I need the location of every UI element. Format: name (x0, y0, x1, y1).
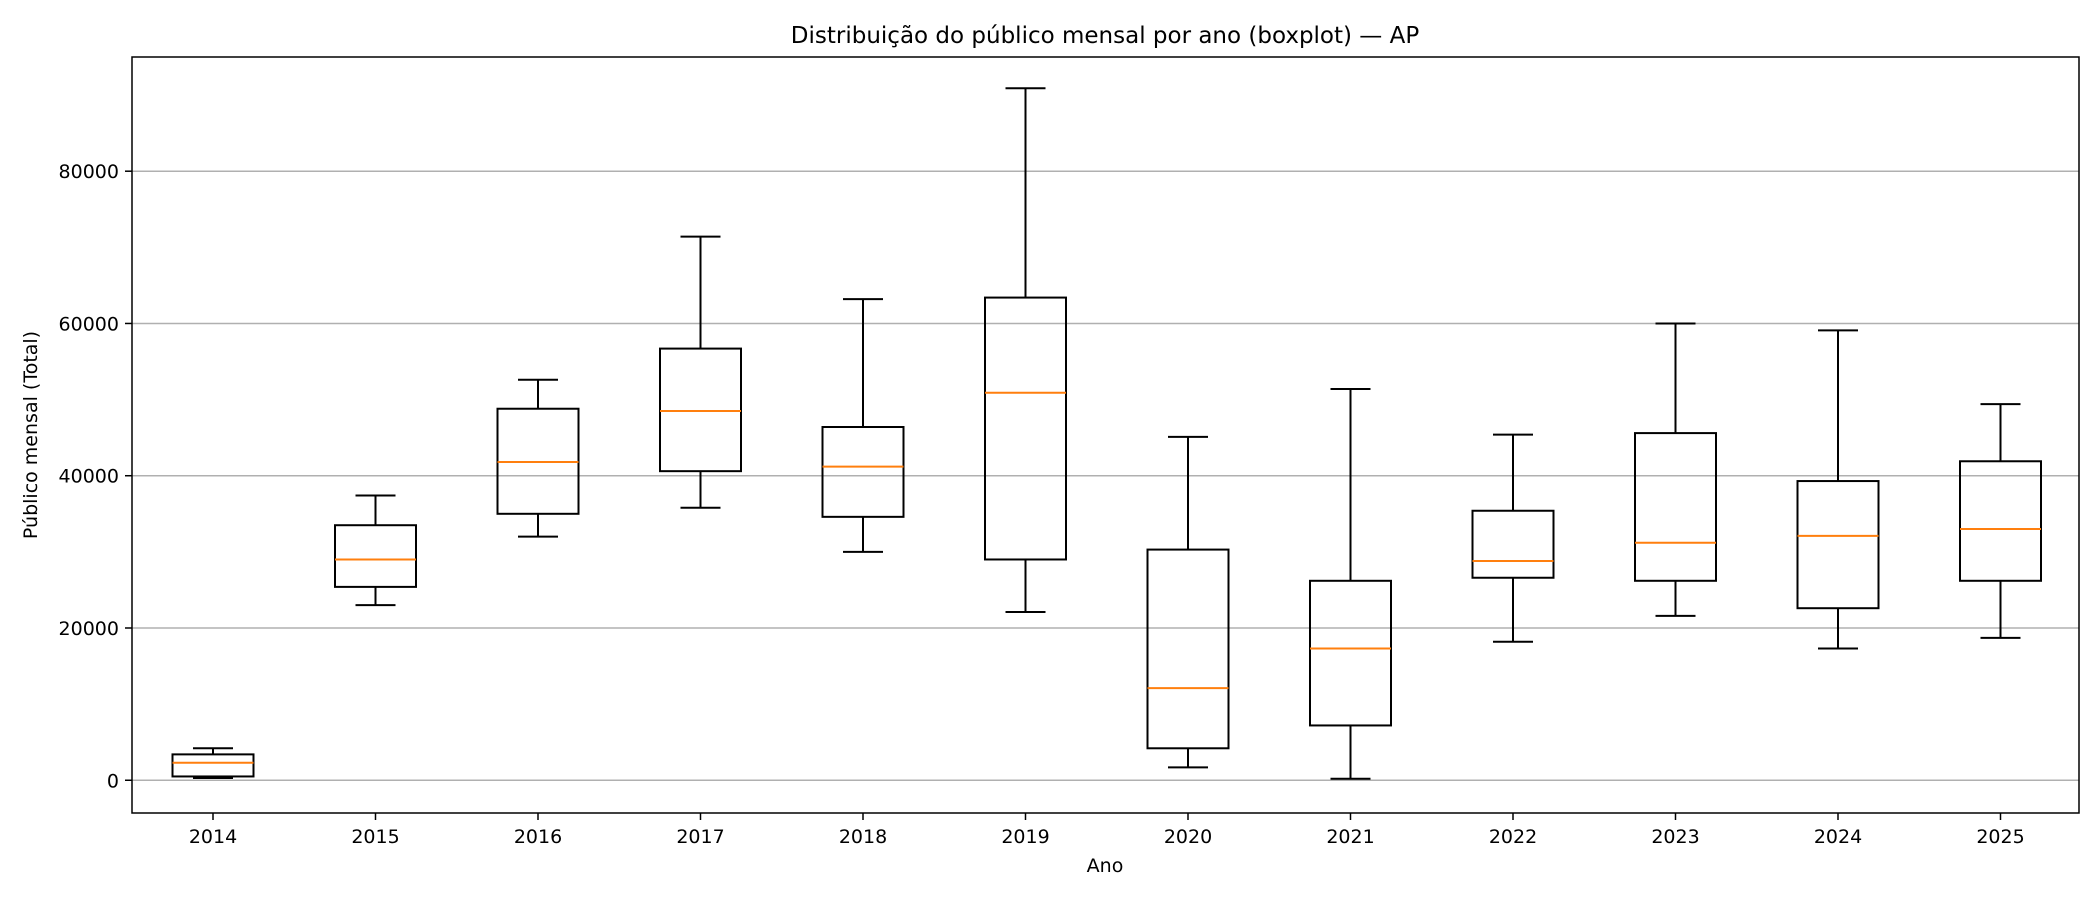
y-axis-label: Público mensal (Total) (20, 331, 42, 539)
x-tick-label: 2021 (1326, 826, 1374, 848)
iqr-box (984, 296, 1067, 561)
box-2025 (1959, 403, 2042, 639)
x-tick-label: 2014 (189, 826, 237, 848)
box-2015 (334, 494, 417, 607)
y-tick-label: 80000 (59, 161, 119, 183)
iqr-box (1796, 480, 1880, 610)
box-2016 (496, 378, 580, 538)
box-2017 (659, 235, 742, 509)
iqr-box (171, 753, 255, 778)
x-tick-label: 2018 (839, 826, 887, 848)
x-tick-label: 2017 (676, 826, 724, 848)
iqr-box (821, 426, 905, 518)
x-tick-label: 2016 (514, 826, 562, 848)
iqr-box (1146, 548, 1230, 750)
x-tick-label: 2024 (1814, 826, 1862, 848)
plot-frame (131, 56, 2080, 814)
iqr-box (1634, 432, 1717, 582)
x-tick-label: 2019 (1001, 826, 1049, 848)
y-axis-ticks: 0 20000 40000 60000 80000 (59, 161, 132, 792)
box-2020 (1146, 435, 1230, 769)
box-2019 (984, 87, 1067, 614)
box-2024 (1796, 329, 1880, 650)
gridlines (132, 170, 2079, 782)
iqr-box (1471, 509, 1555, 579)
iqr-box (1309, 579, 1392, 727)
iqr-box (1959, 460, 2042, 582)
x-tick-label: 2022 (1489, 826, 1537, 848)
iqr-box (334, 524, 417, 588)
iqr-box (659, 347, 742, 473)
x-tick-label: 2020 (1164, 826, 1212, 848)
x-tick-label: 2015 (351, 826, 399, 848)
box-2014 (171, 747, 255, 779)
y-tick-label: 0 (107, 770, 119, 792)
x-axis-label: Ano (1087, 855, 1124, 877)
y-tick-label: 60000 (59, 313, 119, 335)
x-tick-label: 2025 (1976, 826, 2024, 848)
x-axis-ticks: 2014 2015 2016 2017 2018 2019 2020 2021 2022 2023… (189, 813, 2025, 848)
box-2023 (1634, 322, 1717, 617)
box-2018 (821, 298, 905, 553)
y-tick-label: 40000 (59, 466, 119, 488)
y-tick-label: 20000 (59, 618, 119, 640)
box-2021 (1309, 387, 1392, 780)
x-tick-label: 2023 (1651, 826, 1699, 848)
chart-title: Distribuição do público mensal por ano (… (791, 23, 1420, 49)
box-2022 (1471, 433, 1555, 643)
boxes (171, 87, 2042, 780)
